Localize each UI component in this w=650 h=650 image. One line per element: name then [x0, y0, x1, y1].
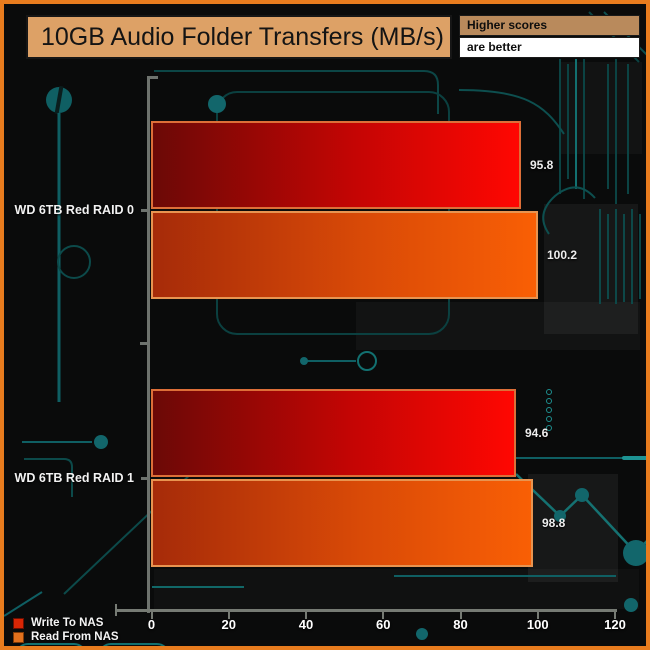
bar-value-label: 94.6	[525, 426, 549, 440]
category-center-tick	[141, 477, 148, 480]
bar-row-read-raid0: 100.2	[151, 211, 577, 299]
x-tick-label: 80	[453, 617, 468, 632]
bar-write-to-nas-raid0	[151, 121, 521, 209]
category-label-raid1: WD 6TB Red RAID 1	[14, 471, 134, 485]
bar-value-label: 100.2	[547, 248, 578, 262]
legend-swatch-write	[13, 617, 24, 629]
note-are-better: are better	[459, 37, 640, 58]
legend-label-write: Write To NAS	[31, 617, 104, 629]
x-tick-mark	[150, 611, 153, 619]
chart-title: 10GB Audio Folder Transfers (MB/s)	[26, 15, 452, 59]
x-tick-mark	[305, 611, 307, 619]
circuit-background	[4, 11, 646, 646]
x-tick-mark	[459, 611, 462, 619]
x-tick-mark	[227, 611, 230, 619]
x-axis-left-tick	[115, 604, 117, 616]
x-tick-mark	[382, 611, 385, 619]
x-tick-label: 120	[604, 617, 626, 632]
bar-read-from-nas-raid0	[151, 211, 538, 299]
x-tick-label: 40	[298, 617, 314, 632]
x-tick-label: 20	[221, 617, 236, 632]
legend-item-write: Write To NAS	[13, 617, 103, 629]
category-boundary-tick	[140, 342, 147, 345]
x-tick-label: 100	[526, 617, 549, 632]
bar-write-to-nas-raid1	[151, 389, 516, 477]
bar-row-write-raid0: 95.8	[151, 121, 553, 209]
bar-value-label: 98.8	[542, 516, 566, 530]
y-axis-line	[147, 77, 150, 613]
y-axis-top-tick	[147, 76, 158, 79]
category-label-raid0: WD 6TB Red RAID 0	[14, 203, 134, 217]
x-tick-label: 60	[376, 617, 391, 632]
legend-label-read: Read From NAS	[31, 631, 119, 643]
bar-read-from-nas-raid1	[151, 479, 533, 567]
x-axis-line	[116, 609, 617, 612]
legend-item-read: Read From NAS	[13, 631, 119, 643]
bar-value-label: 95.8	[530, 158, 554, 172]
bar-row-read-raid1: 98.8	[151, 479, 565, 567]
x-tick-mark	[614, 611, 616, 619]
note-higher-scores: Higher scores	[459, 15, 640, 36]
legend-swatch-read	[13, 631, 24, 643]
x-tick-label: 0	[147, 617, 156, 632]
bar-row-write-raid1: 94.6	[151, 389, 548, 477]
category-center-tick	[141, 209, 148, 212]
x-tick-mark	[536, 611, 539, 619]
